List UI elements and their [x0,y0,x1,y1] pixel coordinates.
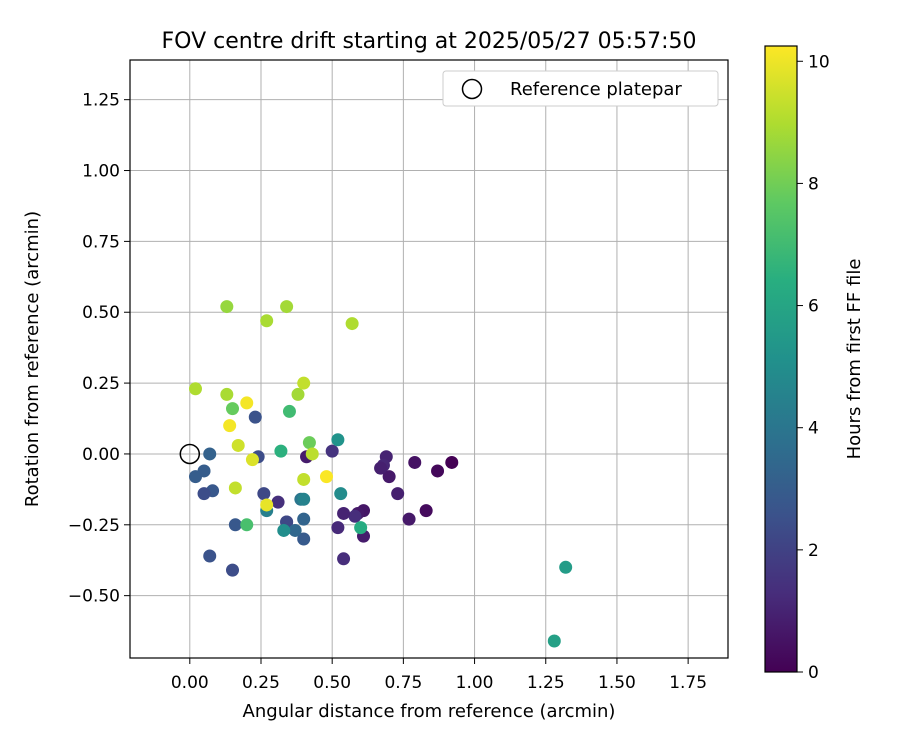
x-tick-label: 0.50 [313,673,351,693]
x-tick-label: 0.25 [242,673,280,693]
data-point [297,492,311,506]
y-tick-label: 0.00 [82,445,120,465]
grid-lines [130,60,728,658]
data-point [348,509,362,523]
data-point [220,387,234,401]
data-point [274,444,288,458]
data-points [188,300,573,648]
data-point [203,447,217,461]
y-tick-label: 0.50 [82,303,120,323]
data-point [248,410,262,424]
x-tick-label: 1.75 [669,673,707,693]
data-point [391,487,405,501]
data-point [325,444,339,458]
y-axis: −0.50 −0.25 0.00 0.25 0.50 0.75 1.00 1.25 [68,91,130,607]
data-point [408,455,422,469]
data-point [559,560,573,574]
data-point [419,504,433,518]
colorbar-tick-label: 4 [808,419,819,439]
data-point [231,438,245,452]
y-tick-label: 1.25 [82,91,120,111]
data-point [297,532,311,546]
data-point [305,447,319,461]
data-point [228,518,242,532]
data-point [402,512,416,526]
data-point [345,317,359,331]
data-point [547,634,561,648]
y-tick-label: −0.50 [68,587,120,607]
data-point [226,402,240,416]
data-point [331,521,345,535]
data-point [240,518,254,532]
data-point [302,436,316,450]
data-point [226,563,240,577]
y-tick-label: −0.25 [68,516,120,536]
data-point [334,487,348,501]
data-point [297,472,311,486]
legend-box [442,70,719,107]
x-tick-label: 0.00 [171,673,209,693]
data-point [374,461,388,475]
reference-point [179,443,201,465]
data-point [277,523,291,537]
colorbar: 0 2 4 6 8 10 Hours from first FF file [764,45,865,683]
legend-label-reference: Reference platepar [510,79,682,100]
data-point [354,521,368,535]
data-point [260,498,274,512]
data-point [331,433,345,447]
legend-marker-reference [461,78,483,100]
data-point [431,464,445,478]
data-point [197,487,211,501]
colorbar-gradient [764,45,798,673]
x-axis-label: Angular distance from reference (arcmin) [243,701,616,722]
data-point [271,495,285,509]
x-tick-label: 1.25 [527,673,565,693]
data-point [228,481,242,495]
colorbar-tick-label: 8 [808,174,819,194]
y-tick-label: 0.25 [82,374,120,394]
data-point [245,453,259,467]
data-point [188,470,202,484]
colorbar-tick-label: 6 [808,297,819,317]
chart-title: FOV centre drift starting at 2025/05/27 … [162,29,697,54]
data-point [297,512,311,526]
data-point [297,376,311,390]
data-point [337,506,351,520]
data-point [240,396,254,410]
x-tick-label: 0.75 [384,673,422,693]
data-point [288,523,302,537]
data-point [282,404,296,418]
colorbar-tick-label: 2 [808,541,819,561]
y-axis-label: Rotation from reference (arcmin) [22,211,43,507]
data-point [337,552,351,566]
colorbar-tick-label: 0 [808,663,819,683]
y-tick-label: 0.75 [82,232,120,252]
data-point [257,487,271,501]
plot-frame [129,59,729,659]
colorbar-tick-label: 10 [808,52,830,72]
data-point [382,470,396,484]
colorbar-ticks: 0 2 4 6 8 10 [797,52,830,683]
y-tick-label: 1.00 [82,162,120,182]
x-tick-label: 1.00 [456,673,494,693]
data-point [220,300,234,314]
reference-marker [179,443,201,465]
data-point [445,455,459,469]
colorbar-label: Hours from first FF file [844,259,865,460]
data-point [319,470,333,484]
data-point [291,387,305,401]
data-point [260,314,274,328]
data-point [188,382,202,396]
x-tick-label: 1.50 [598,673,636,693]
data-point [280,300,294,314]
legend: Reference platepar [442,70,719,107]
data-point [203,549,217,563]
data-point [223,419,237,433]
x-axis: 0.00 0.25 0.50 0.75 1.00 1.25 1.50 1.75 [171,658,707,693]
